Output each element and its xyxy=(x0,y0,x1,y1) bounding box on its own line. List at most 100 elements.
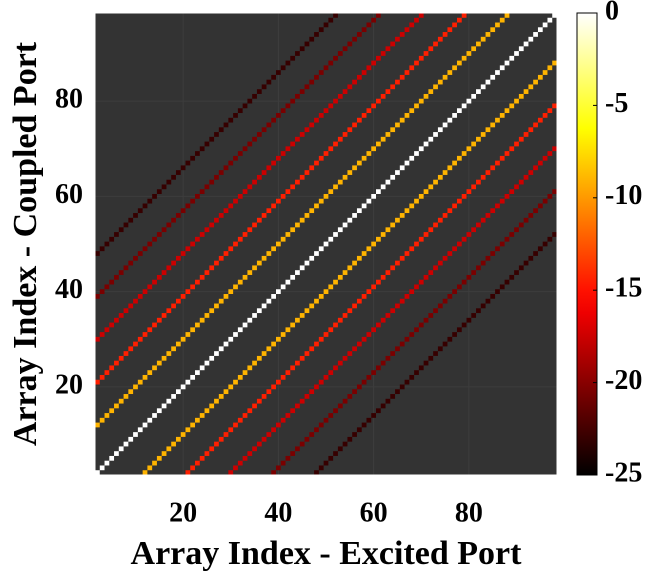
heatmap-cell xyxy=(209,403,215,409)
heatmap-cell xyxy=(371,60,377,66)
heatmap-cell xyxy=(476,222,481,228)
heatmap-cell xyxy=(233,465,238,471)
heatmap-cell xyxy=(361,294,367,299)
heatmap-cell xyxy=(480,132,486,137)
x-tick-label: 60 xyxy=(360,497,388,528)
heatmap-cell xyxy=(323,241,329,247)
heatmap-cell xyxy=(442,341,448,347)
heatmap-cell xyxy=(271,470,276,475)
heatmap-cell xyxy=(418,279,424,285)
heatmap-cell xyxy=(476,265,481,271)
heatmap-cell xyxy=(304,351,310,356)
heatmap-cell xyxy=(299,132,305,137)
heatmap-cell xyxy=(137,427,143,433)
heatmap-cell xyxy=(261,127,267,133)
heatmap-cell xyxy=(499,65,505,71)
heatmap-cell xyxy=(256,308,262,314)
heatmap-cell xyxy=(504,151,510,156)
heatmap-cell xyxy=(242,103,248,109)
heatmap-cell xyxy=(295,403,300,409)
heatmap-cell xyxy=(428,46,434,52)
heatmap-cell xyxy=(299,355,305,361)
heatmap-cell xyxy=(376,189,381,194)
heatmap-cell xyxy=(223,165,229,171)
heatmap-cell xyxy=(537,27,543,33)
heatmap-cell xyxy=(552,13,557,18)
heatmap-cell xyxy=(175,436,181,442)
heatmap-cell xyxy=(314,32,319,37)
heatmap-cell xyxy=(314,341,319,347)
heatmap-cell xyxy=(485,298,491,304)
heatmap-cell xyxy=(385,132,391,137)
heatmap-cell xyxy=(209,222,215,228)
heatmap-cell xyxy=(395,260,400,266)
heatmap-cell xyxy=(223,432,229,437)
heatmap-cell xyxy=(390,84,396,90)
heatmap-cell xyxy=(156,274,162,280)
heatmap-cell xyxy=(128,303,134,309)
heatmap-cell xyxy=(523,132,529,137)
heatmap-cell xyxy=(380,136,386,142)
heatmap-cell xyxy=(514,270,519,275)
heatmap-cell xyxy=(261,213,267,218)
heatmap-cell xyxy=(214,132,219,137)
heatmap-cell xyxy=(418,365,424,371)
heatmap-cell xyxy=(104,413,110,418)
heatmap-cell xyxy=(466,98,472,104)
heatmap-cell xyxy=(295,222,300,228)
heatmap-cell xyxy=(514,184,519,190)
heatmap-cell xyxy=(361,27,367,33)
heatmap-cell xyxy=(171,394,176,399)
heatmap-cell xyxy=(180,432,186,437)
heatmap-cell xyxy=(285,232,291,237)
heatmap-cell xyxy=(118,313,124,318)
heatmap-cell xyxy=(342,355,348,361)
heatmap-cell xyxy=(518,179,524,185)
heatmap-cell xyxy=(376,322,381,328)
heatmap-cell xyxy=(466,317,472,323)
heatmap-cell xyxy=(547,108,553,114)
heatmap-cell xyxy=(223,389,229,395)
heatmap-cell xyxy=(185,379,191,385)
heatmap-cell xyxy=(237,417,243,423)
heatmap-cell xyxy=(461,55,467,61)
heatmap-cell xyxy=(337,403,343,409)
heatmap-cell xyxy=(185,246,191,252)
heatmap-cell xyxy=(309,346,315,352)
heatmap-cell xyxy=(290,141,296,147)
heatmap-cell xyxy=(156,360,162,366)
heatmap-cell xyxy=(266,251,272,256)
heatmap-cell xyxy=(514,141,519,147)
heatmap-cell xyxy=(542,70,548,75)
heatmap-cell xyxy=(314,251,319,256)
heatmap-cell xyxy=(337,93,343,99)
heatmap-cell xyxy=(471,313,477,318)
heatmap-cell xyxy=(218,346,224,352)
heatmap-cell xyxy=(409,155,415,161)
heatmap-cell xyxy=(476,179,481,185)
heatmap-cell xyxy=(214,260,219,266)
heatmap-cell xyxy=(352,122,357,128)
heatmap-cell xyxy=(114,451,119,456)
heatmap-cell xyxy=(228,246,234,252)
heatmap-cell xyxy=(185,470,191,475)
heatmap-cell xyxy=(409,108,415,114)
heatmap-cell xyxy=(218,213,224,218)
heatmap-cell xyxy=(499,284,505,290)
heatmap-cell xyxy=(190,284,196,290)
heatmap-cell xyxy=(142,422,148,428)
heatmap-cell xyxy=(199,146,205,152)
heatmap-cell xyxy=(228,427,234,433)
heatmap-cell xyxy=(233,422,238,428)
heatmap-cell xyxy=(442,170,448,175)
heatmap-cell xyxy=(133,341,138,347)
heatmap-cell xyxy=(466,274,472,280)
heatmap-cell xyxy=(385,398,391,404)
heatmap-cell xyxy=(414,198,419,204)
heatmap-cell xyxy=(285,413,291,418)
heatmap-cell xyxy=(466,189,472,194)
heatmap-cell xyxy=(333,279,338,285)
heatmap-cell xyxy=(109,365,115,371)
heatmap-cell xyxy=(171,346,176,352)
heatmap-cell xyxy=(361,203,367,209)
